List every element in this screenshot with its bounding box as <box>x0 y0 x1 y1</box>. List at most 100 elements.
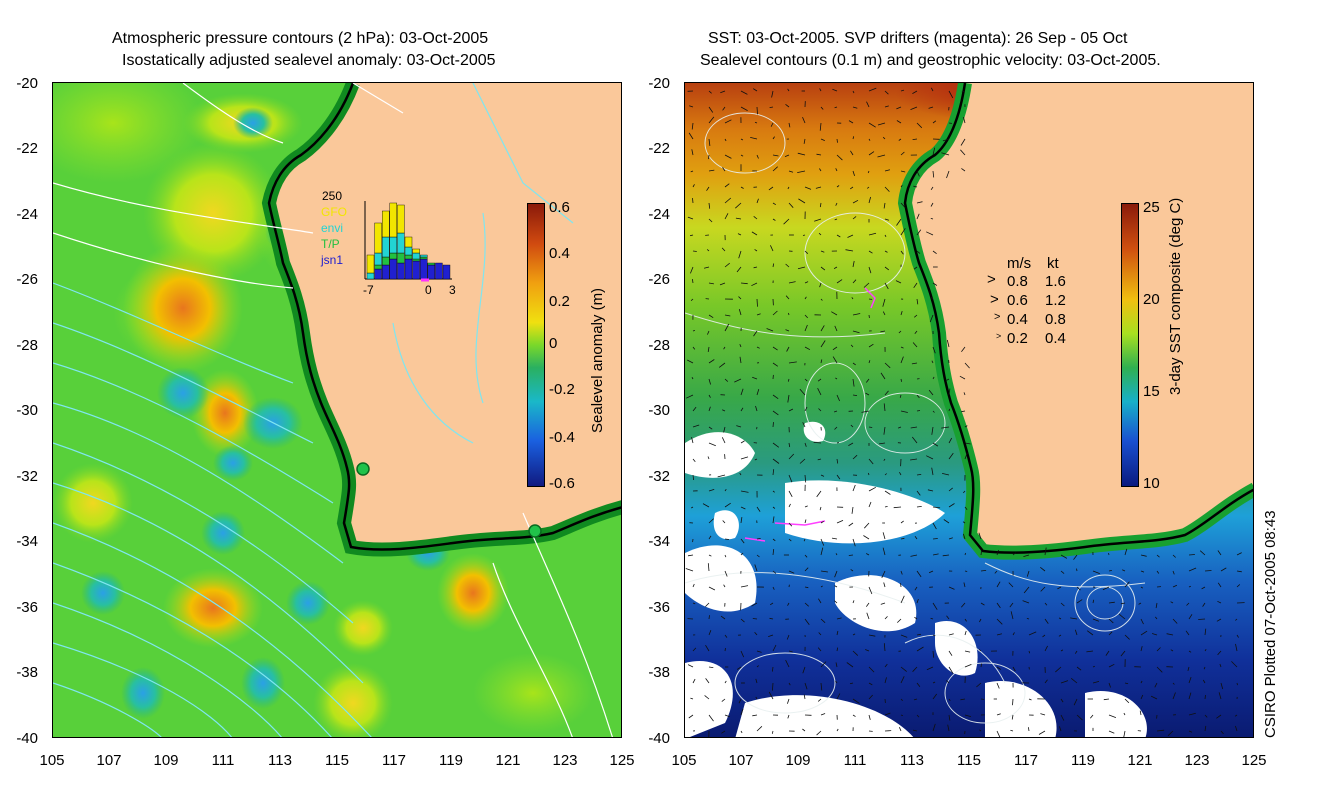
velocity-vector <box>788 453 795 460</box>
velocity-vector <box>772 166 778 172</box>
velocity-vector <box>866 553 870 556</box>
velocity-vector <box>1070 617 1078 620</box>
velocity-vector <box>884 506 888 508</box>
velocity-vector <box>1203 666 1206 670</box>
velocity-vector <box>910 554 918 557</box>
velocity-vector <box>820 340 826 348</box>
y-tick-label: -20 <box>648 75 670 92</box>
velocity-vector <box>707 456 710 460</box>
velocity-key: m/s kt > 0.8 1.6 > 0.6 1.2 > 0.4 0.8 > 0… <box>985 247 1105 357</box>
velocity-vector <box>879 442 886 445</box>
velocity-vector <box>739 472 742 476</box>
velocity-vector <box>769 617 774 620</box>
velocity-vector <box>721 437 726 444</box>
velocity-vector <box>948 388 951 396</box>
velocity-vector <box>784 154 790 157</box>
velocity-vector <box>883 403 886 412</box>
velocity-vector <box>868 343 874 348</box>
velocity-vector <box>1042 634 1046 638</box>
velocity-vector <box>914 586 918 591</box>
velocity-vector <box>816 153 822 156</box>
velocity-vector <box>1188 730 1193 733</box>
velocity-vector <box>804 296 807 300</box>
velocity-vector <box>736 425 742 428</box>
velocity-vector <box>723 584 726 588</box>
velocity-vector <box>722 106 726 111</box>
velocity-vector <box>803 538 806 542</box>
velocity-vector <box>1120 650 1126 657</box>
velocity-vector <box>836 520 844 524</box>
inset-bar <box>381 264 390 280</box>
velocity-vector <box>1156 647 1161 652</box>
y-tick-label: -34 <box>648 533 670 550</box>
velocity-vector <box>868 501 872 508</box>
velocity-vector <box>724 314 731 317</box>
velocity-vector <box>723 426 726 433</box>
inset-max-label: 250 <box>322 189 343 203</box>
velocity-vector <box>996 581 1001 588</box>
velocity-vector <box>835 662 838 668</box>
australia-land <box>907 83 1253 551</box>
velocity-vector <box>740 407 744 412</box>
velocity-vector <box>1220 567 1227 572</box>
velocity-vector <box>771 90 774 98</box>
velocity-vector <box>756 650 762 653</box>
velocity-vector <box>708 586 716 591</box>
velocity-vector <box>1204 695 1206 700</box>
velocity-vector <box>817 458 822 461</box>
x-tick-label: 121 <box>1127 752 1153 769</box>
velocity-vector <box>820 585 823 588</box>
velocity-vector <box>943 519 950 524</box>
velocity-vector <box>996 633 1003 636</box>
velocity-vector <box>788 570 795 574</box>
velocity-vector <box>754 249 758 252</box>
velocity-vector <box>1166 633 1174 636</box>
velocity-vector <box>804 567 809 572</box>
velocity-vector <box>692 458 696 462</box>
velocity-vector <box>835 553 838 556</box>
velocity-vector <box>740 440 745 444</box>
inset-bar <box>389 258 398 280</box>
velocity-vector <box>884 473 887 476</box>
velocity-vector <box>721 247 726 252</box>
velocity-vector <box>691 149 694 156</box>
velocity-vector <box>932 693 938 700</box>
velocity-vector <box>772 394 779 400</box>
velocity-vector <box>911 362 918 365</box>
velocity-vector <box>772 442 780 448</box>
velocity-vector <box>1220 682 1224 690</box>
velocity-vector <box>815 186 822 189</box>
velocity-vector <box>1123 712 1126 716</box>
velocity-vector <box>1167 730 1174 736</box>
velocity-vector <box>1010 611 1014 620</box>
inset-bar <box>427 262 436 266</box>
velocity-vector <box>980 550 982 556</box>
velocity-vector <box>1012 632 1015 636</box>
velocity-vector <box>930 202 934 207</box>
velocity-vector <box>816 730 822 736</box>
velocity-vector <box>863 282 870 288</box>
velocity-vector <box>900 537 905 540</box>
velocity-vector <box>797 152 806 156</box>
inset-bar <box>381 256 390 266</box>
velocity-vector <box>1060 602 1065 607</box>
velocity-vector <box>832 346 838 351</box>
velocity-vector <box>883 643 886 652</box>
velocity-vector <box>788 682 791 686</box>
velocity-vector <box>687 216 694 220</box>
velocity-vector <box>1140 646 1143 652</box>
velocity-vector <box>900 570 903 575</box>
velocity-vector <box>932 634 936 637</box>
velocity-vector <box>850 150 854 156</box>
velocity-vector <box>820 661 827 668</box>
velocity-vector <box>1108 663 1115 668</box>
velocity-vector <box>932 681 936 684</box>
velocity-vector <box>868 486 876 492</box>
sst-field <box>685 83 1253 737</box>
velocity-vector <box>882 311 886 316</box>
y-tick-label: -30 <box>16 402 38 419</box>
velocity-vector <box>1172 570 1175 575</box>
velocity-vector <box>960 698 966 701</box>
x-tick-label: 121 <box>495 752 521 769</box>
velocity-vector <box>916 229 922 236</box>
